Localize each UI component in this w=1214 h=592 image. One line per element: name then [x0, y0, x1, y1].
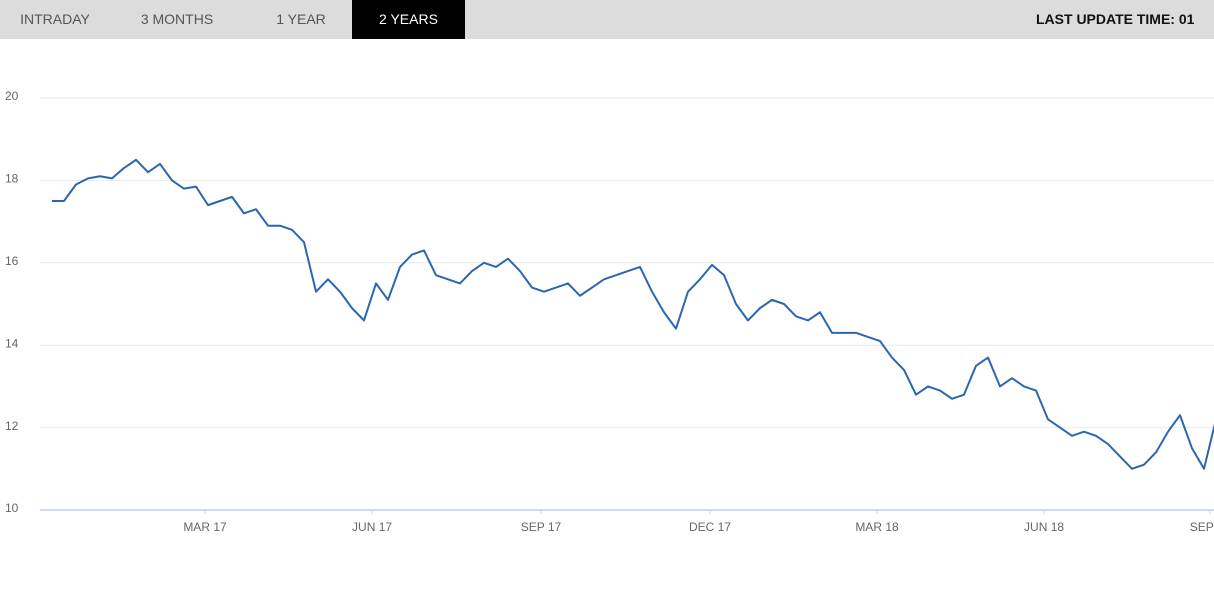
x-tick-label: MAR 18 [855, 520, 899, 534]
chart: 10 12 14 16 18 20 MAR 17 JUN 17 SEP 17 DEC 17 MAR … [5, 89, 1214, 534]
x-tick-label: JUN 17 [352, 520, 392, 534]
tab[interactable]: 3 MONTHS [140, 11, 214, 27]
last-update: LAST UPDATE TIME: 01 [1036, 11, 1195, 27]
y-tick-label: 12 [5, 419, 19, 433]
y-tick-label: 10 [5, 501, 19, 515]
x-tick-label: MAR 17 [183, 520, 227, 534]
y-tick-label: 20 [5, 89, 19, 103]
x-tick-label: JUN 18 [1024, 520, 1064, 534]
tab[interactable]: INTRADAY [20, 11, 90, 27]
x-tick-label: SEP 17 [521, 520, 562, 534]
tab-bar: LAST UPDATE TIME: 01 INTRADAY 3 MONTHS 1 Y… [0, 0, 1214, 39]
x-tick-label: SEP 18 [1190, 520, 1214, 534]
x-tick-label: DEC 17 [689, 520, 731, 534]
y-tick-label: 16 [5, 254, 19, 268]
y-tick-label: 14 [5, 336, 19, 350]
price-line [52, 158, 1214, 470]
tab[interactable]: 2 YEARS [352, 0, 465, 39]
tab[interactable]: 1 YEAR [276, 11, 326, 27]
y-tick-label: 18 [5, 172, 19, 186]
